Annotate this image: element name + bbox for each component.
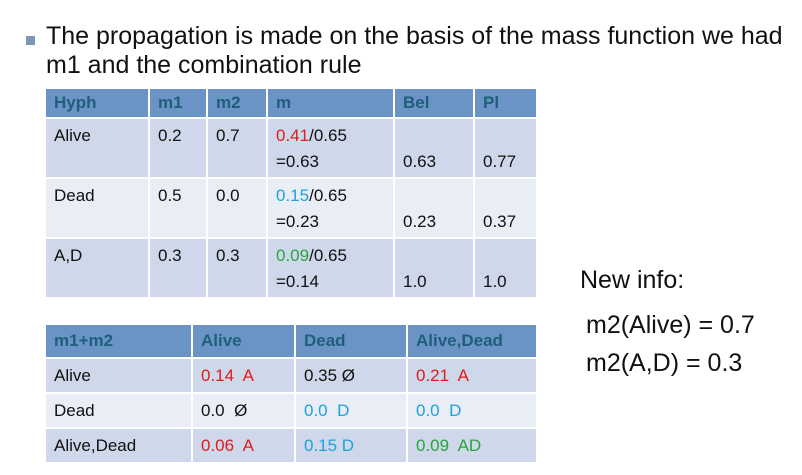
bel-cell: 1.0 <box>403 272 427 291</box>
belief-table: Hyph m1 m2 m Bel Pl Alive 0.2 0.7 0.41/0… <box>46 89 538 299</box>
m1-cell: 0.5 <box>158 186 182 205</box>
cell-alive-dead: 0.09 AD <box>407 428 538 464</box>
m-numerator: 0.41 <box>276 126 310 145</box>
header-m1: m1 <box>149 89 208 119</box>
m-numerator: 0.09 <box>276 246 310 265</box>
pl-cell: 0.37 <box>483 212 517 231</box>
table-header-row: m1+m2 Alive Dead Alive,Dead <box>46 325 538 359</box>
m-denominator: /0.65 <box>309 186 347 205</box>
table-row: Alive 0.2 0.7 0.41/0.65 =0.63 0.63 0.77 <box>46 118 538 179</box>
row-label: Dead <box>46 393 193 429</box>
cell-alive-dead: 0.21 A <box>407 358 538 394</box>
cell-alive: 0.06 A <box>192 428 296 464</box>
m2-cell: 0.3 <box>216 246 240 265</box>
pl-cell: 1.0 <box>483 272 507 291</box>
header-m1-plus-m2: m1+m2 <box>46 325 193 359</box>
bel-cell: 0.23 <box>403 212 437 231</box>
header-m: m <box>267 89 395 119</box>
m-numerator: 0.15 <box>276 186 310 205</box>
cell-dead: 0.15 D <box>295 428 408 464</box>
m-result: =0.23 <box>276 212 320 231</box>
new-info-line-1: m2(Alive) = 0.7 <box>586 311 755 339</box>
m-cell: 0.09/0.65 =0.14 <box>276 239 393 295</box>
table-row: Dead 0.0 Ø 0.0 D 0.0 D <box>46 393 538 429</box>
m2-cell: 0.0 <box>216 186 240 205</box>
m-denominator: /0.65 <box>309 246 347 265</box>
header-pl: Pl <box>474 89 538 119</box>
table-row: Dead 0.5 0.0 0.15/0.65 =0.23 0.23 0.37 <box>46 178 538 239</box>
table-header-row: Hyph m1 m2 m Bel Pl <box>46 89 538 119</box>
header-hyph: Hyph <box>46 89 150 119</box>
row-label: Alive <box>46 358 193 394</box>
table-row: A,D 0.3 0.3 0.09/0.65 =0.14 1.0 1.0 <box>46 238 538 299</box>
cell-alive: 0.0 Ø <box>192 393 296 429</box>
cell-dead: 0.0 D <box>295 393 408 429</box>
bullet-square-icon <box>26 36 35 45</box>
header-bel: Bel <box>394 89 475 119</box>
m-cell: 0.41/0.65 =0.63 <box>276 119 393 175</box>
m-result: =0.63 <box>276 152 320 171</box>
hyp-cell: A,D <box>54 246 83 265</box>
header-m2: m2 <box>207 89 268 119</box>
slide-title: The propagation is made on the basis of … <box>46 22 783 79</box>
table-row: Alive 0.14 A 0.35 Ø 0.21 A <box>46 358 538 394</box>
table-row: Alive,Dead 0.06 A 0.15 D 0.09 AD <box>46 428 538 464</box>
combination-table: m1+m2 Alive Dead Alive,Dead Alive 0.14 A… <box>46 325 538 464</box>
header-alive: Alive <box>192 325 296 359</box>
cell-alive-dead: 0.0 D <box>407 393 538 429</box>
hyp-cell: Dead <box>54 186 95 205</box>
pl-cell: 0.77 <box>483 152 517 171</box>
m-result: =0.14 <box>276 272 320 291</box>
cell-dead: 0.35 Ø <box>295 358 408 394</box>
hyp-cell: Alive <box>54 126 91 145</box>
new-info-line-2: m2(A,D) = 0.3 <box>586 349 743 377</box>
row-label: Alive,Dead <box>46 428 193 464</box>
m1-cell: 0.3 <box>158 246 182 265</box>
bel-cell: 0.63 <box>403 152 437 171</box>
m2-cell: 0.7 <box>216 126 240 145</box>
header-dead: Dead <box>295 325 408 359</box>
cell-alive: 0.14 A <box>192 358 296 394</box>
m-cell: 0.15/0.65 =0.23 <box>276 179 393 235</box>
m-denominator: /0.65 <box>309 126 347 145</box>
m1-cell: 0.2 <box>158 126 182 145</box>
new-info-heading: New info: <box>580 266 685 294</box>
header-alive-dead: Alive,Dead <box>407 325 538 359</box>
